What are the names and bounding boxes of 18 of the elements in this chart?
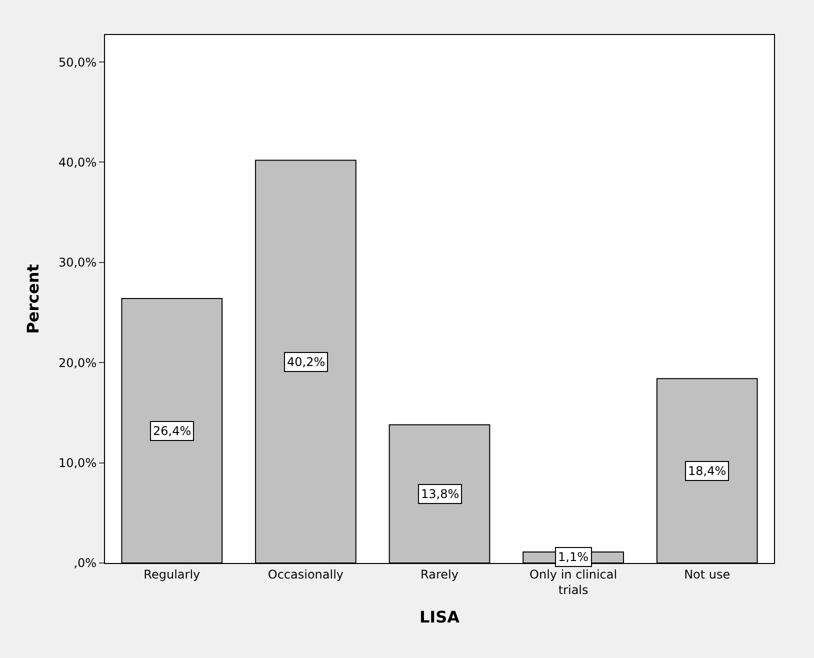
y-tick-label: 20,0% (58, 356, 97, 370)
y-tick-label: 30,0% (58, 256, 97, 270)
x-tick-label: Not use (684, 567, 730, 582)
y-tick-label: 50,0% (58, 55, 97, 70)
data-label: 13,8% (421, 487, 460, 501)
y-tick-label: ,0% (74, 556, 97, 570)
data-label: 26,4% (153, 424, 192, 438)
x-tick-label: Regularly (144, 567, 200, 582)
data-label: 40,2% (287, 355, 326, 369)
data-label: 1,1% (558, 550, 588, 564)
x-axis-title: LISA (419, 608, 460, 627)
x-tick-label: Occasionally (268, 567, 344, 582)
y-axis-title: Percent (23, 264, 42, 334)
y-tick-label: 10,0% (58, 456, 97, 470)
y-tick-label: 40,0% (58, 155, 97, 170)
x-tick-label: Only in clinical trials (530, 567, 618, 597)
data-label: 18,4% (688, 464, 726, 478)
x-tick-label: Rarely (420, 567, 458, 582)
